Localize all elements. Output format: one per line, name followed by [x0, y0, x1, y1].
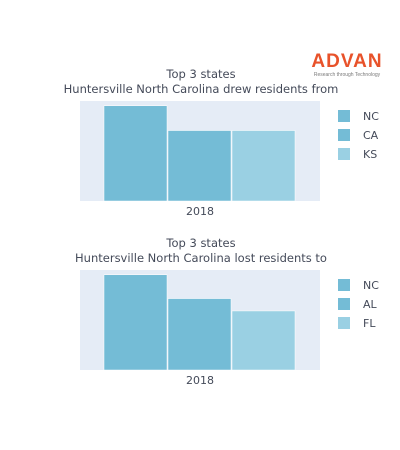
chart-title-line-0: Top 3 states — [165, 236, 235, 250]
brand-name: ADVAN — [311, 51, 383, 72]
bar-ca — [167, 130, 232, 202]
legend-swatch-al[interactable] — [338, 298, 350, 310]
legend-swatch-ca[interactable] — [338, 129, 350, 141]
legend-label-fl[interactable]: FL — [363, 317, 376, 330]
legend-swatch-nc[interactable] — [338, 279, 350, 291]
legend-label-nc[interactable]: NC — [363, 110, 379, 123]
legend-label-al[interactable]: AL — [363, 298, 378, 311]
x-tick-label: 2018 — [186, 205, 214, 218]
bar-al — [167, 298, 232, 371]
chart-title-line-1: Huntersville North Carolina drew residen… — [64, 82, 339, 96]
legend-label-ca[interactable]: CA — [363, 129, 379, 142]
x-tick-label: 2018 — [186, 374, 214, 387]
legend-label-nc[interactable]: NC — [363, 279, 379, 292]
legend-label-ks[interactable]: KS — [363, 148, 377, 161]
bar-ks — [231, 130, 296, 202]
brand-tagline: Research through Technology — [313, 72, 381, 78]
chart-drew-residents: Top 3 states Huntersville North Carolina … — [0, 64, 400, 222]
bar-nc — [103, 105, 168, 202]
advan-logo: ADVAN Research through Technology — [302, 51, 392, 79]
legend-swatch-ks[interactable] — [338, 148, 350, 160]
legend-swatch-fl[interactable] — [338, 317, 350, 329]
chart-title-line-1: Huntersville North Carolina lost residen… — [75, 251, 327, 265]
legend-swatch-nc[interactable] — [338, 110, 350, 122]
chart-lost-residents: Top 3 states Huntersville North Carolina … — [0, 233, 400, 391]
bar-fl — [231, 310, 296, 371]
chart-title-line-0: Top 3 states — [165, 67, 235, 81]
bar-nc — [103, 274, 168, 371]
